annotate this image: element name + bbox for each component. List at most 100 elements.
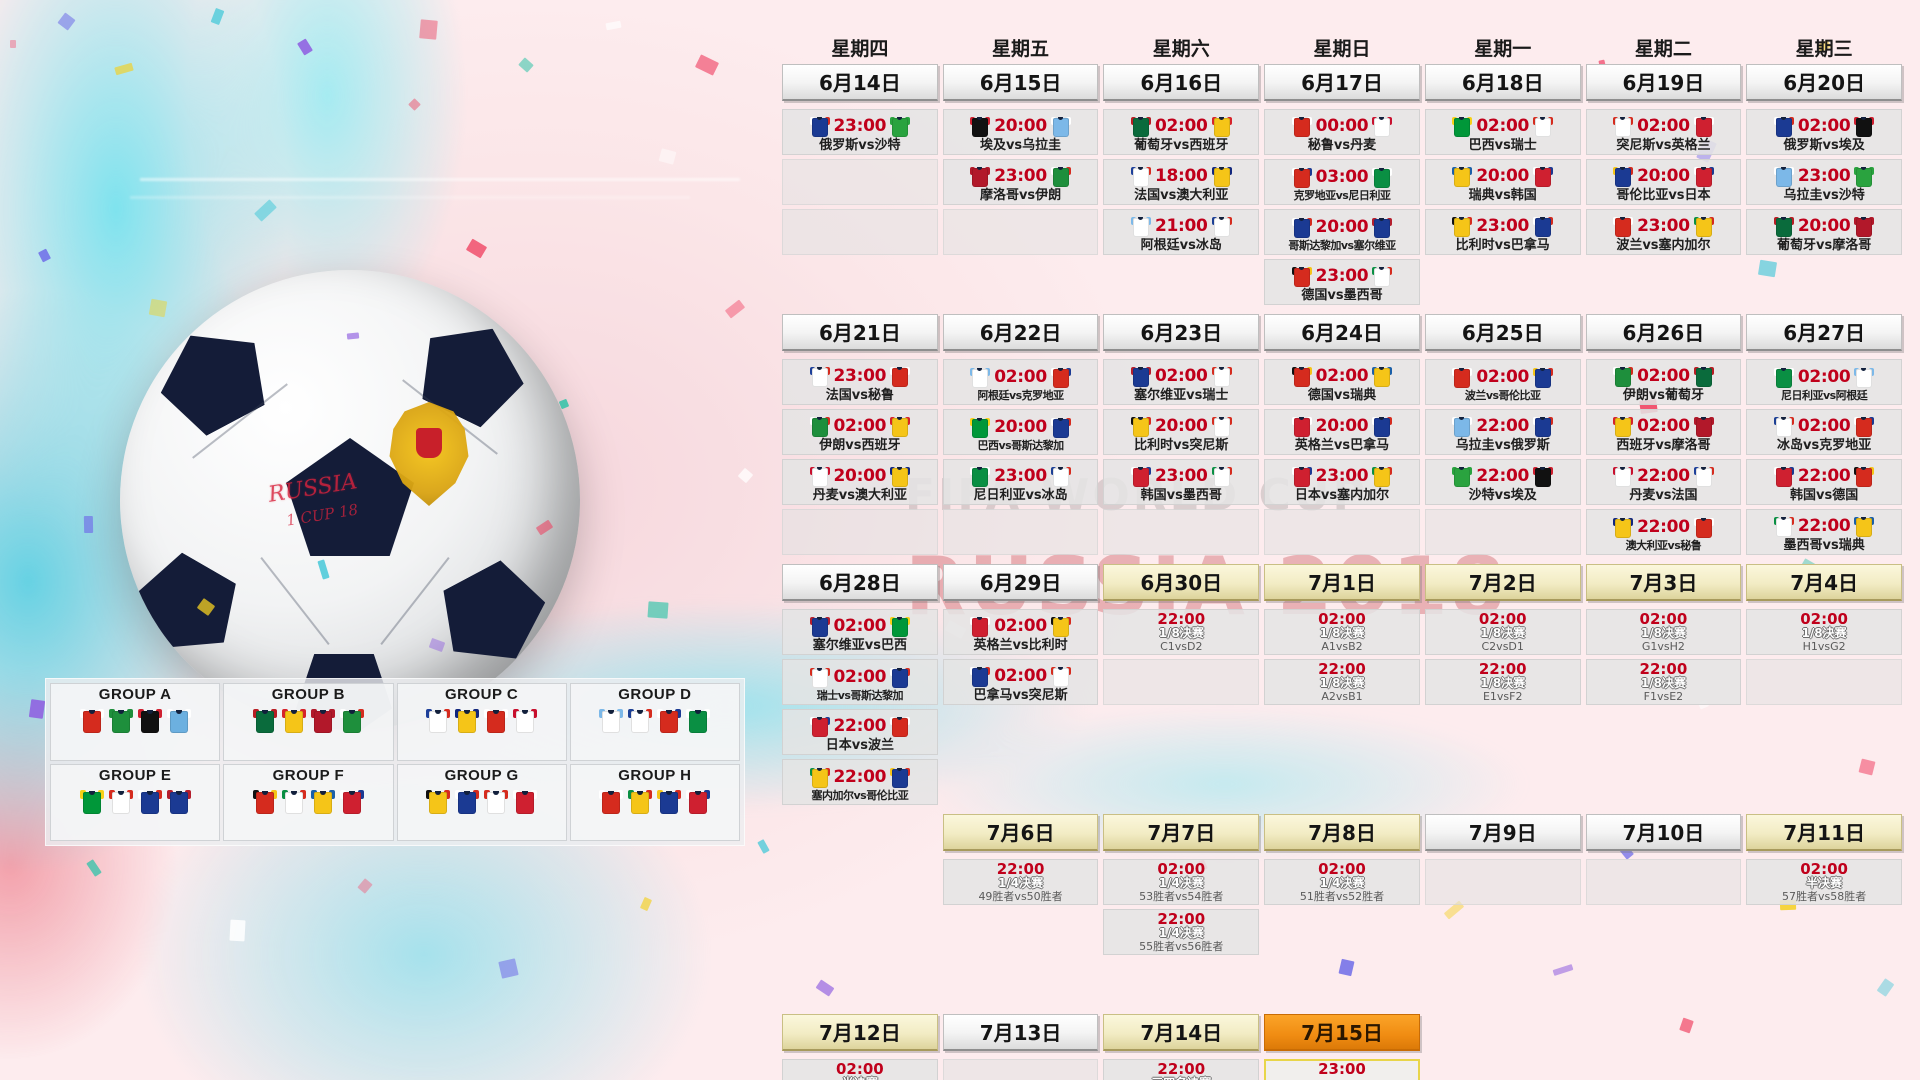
- match-cell[interactable]: 20:00 哥伦比亚vs日本: [1585, 159, 1742, 205]
- match-cell[interactable]: 21:00 阿根廷vs冰岛: [1103, 209, 1260, 255]
- match-cell[interactable]: 20:00 比利时vs突尼斯: [1103, 409, 1260, 455]
- match-cell[interactable]: 22:00 塞内加尔vs哥伦比亚: [782, 759, 938, 805]
- match-cell[interactable]: 02:00 西班牙vs摩洛哥: [1585, 409, 1742, 455]
- match-cell[interactable]: 23:00 日本vs塞内加尔: [1264, 459, 1420, 505]
- date-header[interactable]: 6月21日: [782, 314, 938, 351]
- match-cell[interactable]: 20:00 埃及vs乌拉圭: [942, 109, 1099, 155]
- date-header[interactable]: 6月16日: [1103, 64, 1260, 101]
- group-cell-f[interactable]: GROUP F: [223, 763, 394, 841]
- date-header[interactable]: 7月13日: [942, 1014, 1099, 1051]
- match-cell[interactable]: 02:00 波兰vs哥伦比亚: [1424, 359, 1581, 405]
- match-cell[interactable]: 22:00 丹麦vs法国: [1585, 459, 1742, 505]
- match-cell[interactable]: 22:00 韩国vs德国: [1746, 459, 1902, 505]
- date-header[interactable]: 6月28日: [782, 564, 938, 601]
- date-header[interactable]: 7月12日: [782, 1014, 938, 1051]
- date-header[interactable]: 6月27日: [1746, 314, 1902, 351]
- date-header[interactable]: 6月30日: [1103, 564, 1260, 601]
- date-header[interactable]: 6月24日: [1264, 314, 1420, 351]
- match-cell[interactable]: 22:00 沙特vs埃及: [1424, 459, 1581, 505]
- date-header[interactable]: 7月9日: [1424, 814, 1581, 851]
- group-cell-g[interactable]: GROUP G: [396, 763, 567, 841]
- date-header[interactable]: 6月19日: [1585, 64, 1742, 101]
- date-header[interactable]: 7月4日: [1746, 564, 1902, 601]
- match-cell[interactable]: 02:00 阿根廷vs克罗地亚: [942, 359, 1099, 405]
- match-cell[interactable]: 23:00 尼日利亚vs冰岛: [942, 459, 1099, 505]
- match-cell[interactable]: 22:00 澳大利亚vs秘鲁: [1585, 509, 1742, 555]
- match-cell[interactable]: 02:00 英格兰vs比利时: [942, 609, 1099, 655]
- match-cell[interactable]: 23:00 法国vs秘鲁: [782, 359, 938, 405]
- group-cell-e[interactable]: GROUP E: [50, 763, 221, 841]
- date-header[interactable]: 6月15日: [942, 64, 1099, 101]
- date-header[interactable]: 6月26日: [1585, 314, 1742, 351]
- date-header[interactable]: 7月7日: [1103, 814, 1260, 851]
- knockout-match-cell[interactable]: 22:00三四名决赛61负者vs62负者: [1103, 1059, 1260, 1080]
- match-cell[interactable]: 02:00 俄罗斯vs埃及: [1746, 109, 1902, 155]
- match-cell[interactable]: 22:00 墨西哥vs瑞典: [1746, 509, 1902, 555]
- match-cell[interactable]: 02:00 突尼斯vs英格兰: [1585, 109, 1742, 155]
- knockout-match-cell[interactable]: 02:00 1/8决赛 H1vsG2: [1746, 609, 1902, 655]
- knockout-match-cell[interactable]: 22:00 1/4决赛 55胜者vs56胜者: [1103, 909, 1260, 955]
- match-cell[interactable]: 20:00 瑞典vs韩国: [1424, 159, 1581, 205]
- date-header[interactable]: 7月6日: [942, 814, 1099, 851]
- match-cell[interactable]: 23:00 波兰vs塞内加尔: [1585, 209, 1742, 255]
- group-cell-h[interactable]: GROUP H: [569, 763, 740, 841]
- match-cell[interactable]: 20:00 英格兰vs巴拿马: [1264, 409, 1420, 455]
- date-header[interactable]: 7月8日: [1264, 814, 1420, 851]
- match-cell[interactable]: 00:00 秘鲁vs丹麦: [1264, 109, 1420, 155]
- date-header[interactable]: 7月3日: [1585, 564, 1742, 601]
- match-cell[interactable]: 20:00 哥斯达黎加vs塞尔维亚: [1264, 209, 1420, 255]
- group-cell-c[interactable]: GROUP C: [396, 683, 567, 761]
- match-cell[interactable]: 22:00 日本vs波兰: [782, 709, 938, 755]
- knockout-match-cell[interactable]: 22:00 1/8决赛 E1vsF2: [1424, 659, 1581, 705]
- match-cell[interactable]: 02:00 伊朗vs西班牙: [782, 409, 938, 455]
- match-cell[interactable]: 22:00 乌拉圭vs俄罗斯: [1424, 409, 1581, 455]
- match-cell[interactable]: 02:00 尼日利亚vs阿根廷: [1746, 359, 1902, 405]
- date-header[interactable]: 6月18日: [1424, 64, 1581, 101]
- date-header[interactable]: 7月10日: [1585, 814, 1742, 851]
- knockout-match-cell[interactable]: 02:00 1/4决赛 51胜者vs52胜者: [1264, 859, 1420, 905]
- group-cell-b[interactable]: GROUP B: [223, 683, 394, 761]
- knockout-match-cell[interactable]: 22:00 1/8决赛 F1vsE2: [1585, 659, 1742, 705]
- date-header[interactable]: 6月23日: [1103, 314, 1260, 351]
- match-cell[interactable]: 03:00 克罗地亚vs尼日利亚: [1264, 159, 1420, 205]
- match-cell[interactable]: 02:00 冰岛vs克罗地亚: [1746, 409, 1902, 455]
- match-cell[interactable]: 02:00 伊朗vs葡萄牙: [1585, 359, 1742, 405]
- date-header[interactable]: 7月14日: [1103, 1014, 1260, 1051]
- date-header[interactable]: 6月25日: [1424, 314, 1581, 351]
- knockout-match-cell[interactable]: 02:00 1/8决赛 A1vsB2: [1264, 609, 1420, 655]
- match-cell[interactable]: 20:00 葡萄牙vs摩洛哥: [1746, 209, 1902, 255]
- knockout-match-cell[interactable]: 02:00 1/8决赛 C2vsD1: [1424, 609, 1581, 655]
- date-header[interactable]: 6月29日: [942, 564, 1099, 601]
- date-header[interactable]: 7月1日: [1264, 564, 1420, 601]
- match-cell[interactable]: 23:00 比利时vs巴拿马: [1424, 209, 1581, 255]
- match-cell[interactable]: 23:00 俄罗斯vs沙特: [782, 109, 938, 155]
- date-header[interactable]: 7月11日: [1746, 814, 1902, 851]
- match-cell[interactable]: 02:00 巴西vs瑞士: [1424, 109, 1581, 155]
- match-cell[interactable]: 20:00 丹麦vs澳大利亚: [782, 459, 938, 505]
- date-header[interactable]: 6月20日: [1746, 64, 1902, 101]
- knockout-match-cell[interactable]: 22:00 1/8决赛 A2vsB1: [1264, 659, 1420, 705]
- match-cell[interactable]: 02:00 塞尔维亚vs瑞士: [1103, 359, 1260, 405]
- match-cell[interactable]: 02:00 塞尔维亚vs巴西: [782, 609, 938, 655]
- match-cell[interactable]: 23:00 乌拉圭vs沙特: [1746, 159, 1902, 205]
- knockout-match-cell[interactable]: 02:00 半决赛 57胜者vs58胜者: [1746, 859, 1902, 905]
- group-cell-a[interactable]: GROUP A: [50, 683, 221, 761]
- match-cell[interactable]: 02:00 瑞士vs哥斯达黎加: [782, 659, 938, 705]
- match-cell[interactable]: 02:00 德国vs瑞典: [1264, 359, 1420, 405]
- date-header[interactable]: 6月14日: [782, 64, 938, 101]
- match-cell[interactable]: 02:00 葡萄牙vs西班牙: [1103, 109, 1260, 155]
- date-header[interactable]: 6月17日: [1264, 64, 1420, 101]
- date-header[interactable]: 7月2日: [1424, 564, 1581, 601]
- knockout-match-cell[interactable]: 22:00 1/8决赛 C1vsD2: [1103, 609, 1260, 655]
- knockout-match-cell[interactable]: 02:00 1/4决赛 53胜者vs54胜者: [1103, 859, 1260, 905]
- date-header[interactable]: 6月22日: [942, 314, 1099, 351]
- match-cell[interactable]: 23:00 韩国vs墨西哥: [1103, 459, 1260, 505]
- knockout-match-cell[interactable]: 02:00半决赛59胜者vs60胜者: [782, 1059, 938, 1080]
- final-match-cell[interactable]: 23:00决 赛: [1264, 1059, 1420, 1080]
- match-cell[interactable]: 18:00 法国vs澳大利亚: [1103, 159, 1260, 205]
- match-cell[interactable]: 23:00 德国vs墨西哥: [1264, 259, 1420, 305]
- date-header[interactable]: 7月15日: [1264, 1014, 1420, 1051]
- match-cell[interactable]: 02:00 巴拿马vs突尼斯: [942, 659, 1099, 705]
- knockout-match-cell[interactable]: 22:00 1/4决赛 49胜者vs50胜者: [942, 859, 1099, 905]
- knockout-match-cell[interactable]: 02:00 1/8决赛 G1vsH2: [1585, 609, 1742, 655]
